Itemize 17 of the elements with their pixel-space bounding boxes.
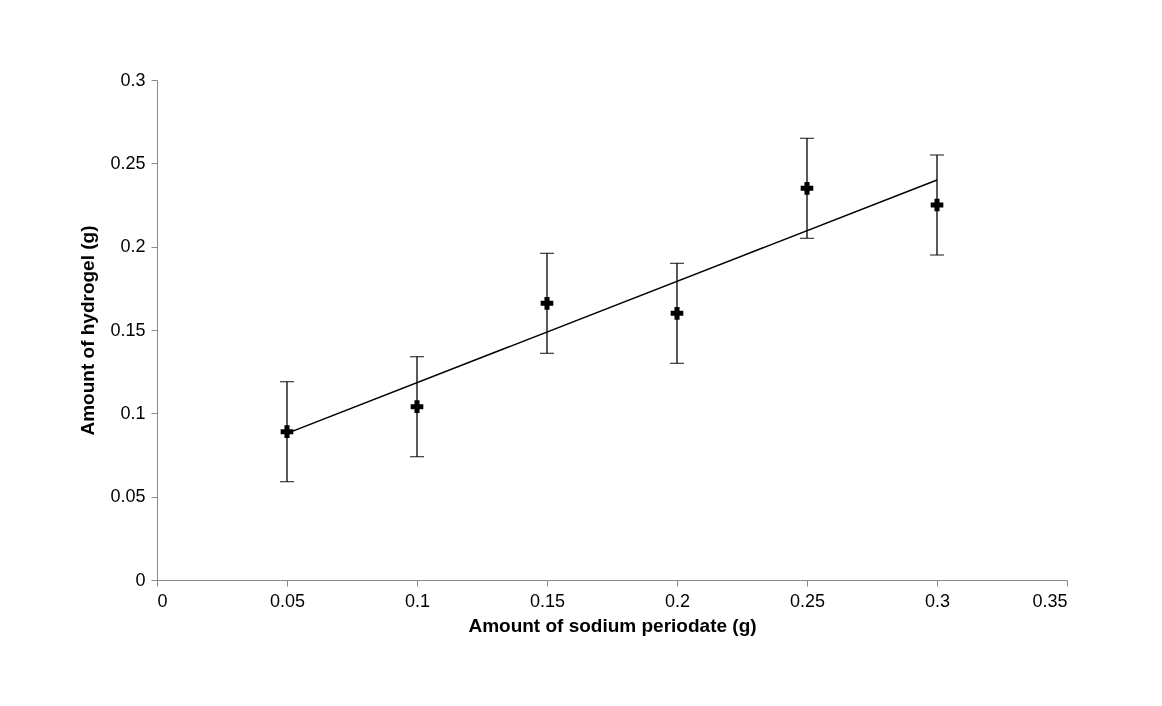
- y-tick-label: 0: [135, 569, 146, 590]
- x-tick-label: 0.15: [529, 590, 566, 611]
- x-tick-label: 0: [157, 590, 168, 611]
- x-tick-label: 0.3: [924, 590, 951, 611]
- x-tick-label: 0.1: [404, 590, 431, 611]
- y-tick-label: 0.3: [120, 69, 146, 90]
- x-axis-title: Amount of sodium periodate (g): [468, 614, 757, 636]
- x-tick-label: 0.35: [1032, 590, 1068, 611]
- y-tick-label: 0.25: [110, 152, 146, 173]
- x-tick-label: 0.05: [269, 590, 306, 611]
- y-tick-label: 0.2: [120, 236, 146, 257]
- y-tick-label: 0.05: [110, 486, 146, 507]
- x-tick-label: 0.25: [789, 590, 826, 611]
- y-axis-title: Amount of hydrogel (g): [77, 225, 99, 436]
- x-tick-label: 0.2: [664, 590, 691, 611]
- y-tick-label: 0.1: [120, 402, 146, 423]
- y-tick-label: 0.15: [110, 319, 146, 340]
